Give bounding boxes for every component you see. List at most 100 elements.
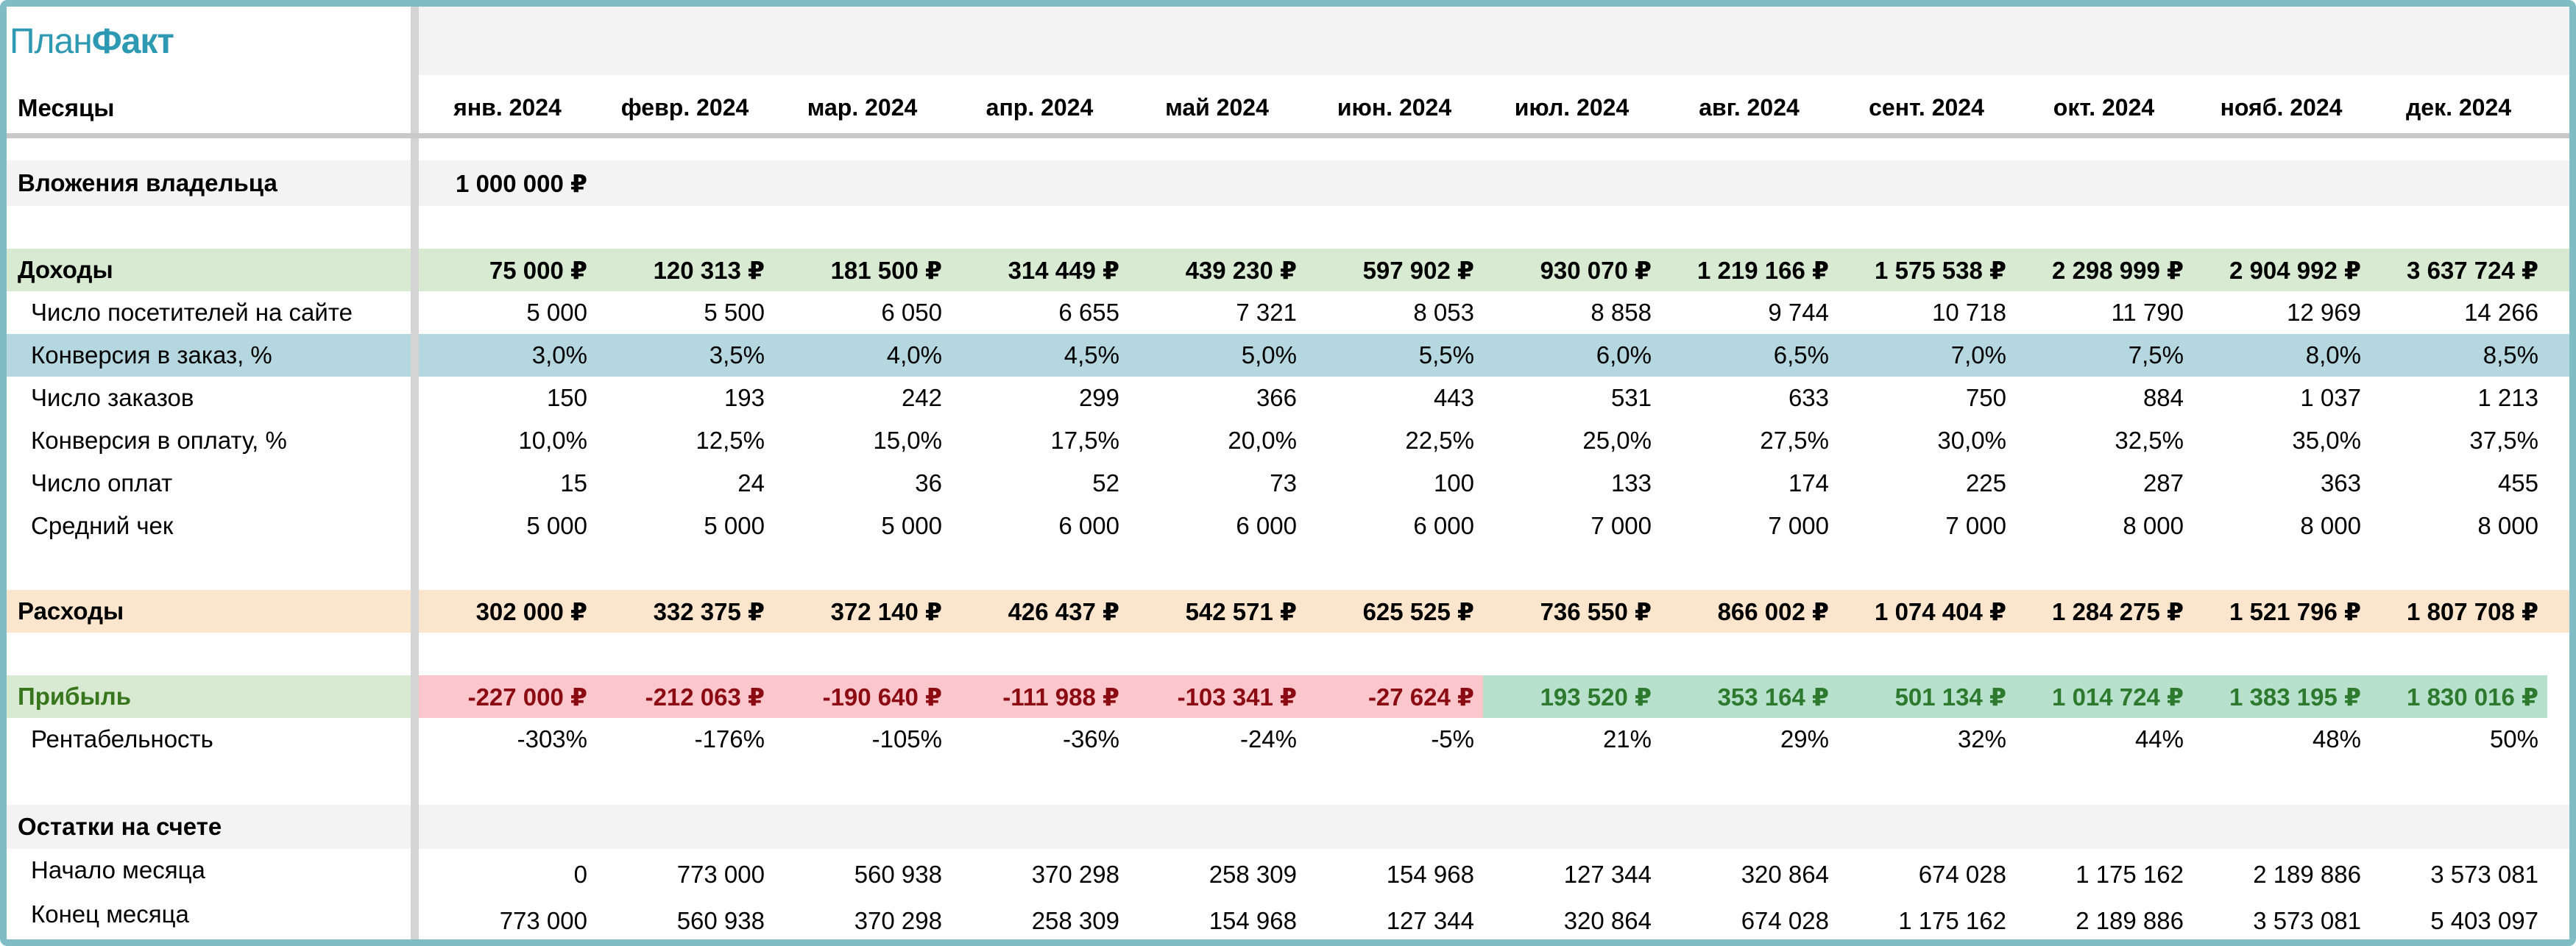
value-cell[interactable]: 8 053	[1413, 299, 1474, 326]
profit-value-cell[interactable]: -190 640 ₽	[774, 675, 951, 718]
value-cell[interactable]: 15,0%	[873, 427, 942, 454]
value-cell[interactable]: 4,0%	[886, 341, 942, 369]
value-cell[interactable]: 29%	[1780, 725, 1829, 753]
month-header[interactable]: июл. 2024	[1514, 94, 1630, 121]
value-cell[interactable]: 22,5%	[1405, 427, 1474, 454]
value-cell[interactable]: 3 573 081	[2430, 861, 2538, 888]
value-cell[interactable]: 1 037	[2300, 384, 2361, 411]
value-cell[interactable]: 44%	[2134, 725, 2184, 753]
value-cell[interactable]: 5 000	[526, 299, 587, 326]
value-cell[interactable]: 100	[1433, 469, 1474, 497]
value-cell[interactable]: 8 000	[2123, 512, 2184, 539]
profit-value-cell[interactable]: 1 830 016 ₽	[2370, 675, 2547, 718]
profit-value-cell[interactable]: -227 000 ₽	[419, 675, 596, 718]
value-cell[interactable]: -303%	[517, 725, 587, 753]
value-cell[interactable]: 370 298	[1031, 861, 1119, 888]
value-cell[interactable]: 181 500 ₽	[830, 256, 942, 284]
value-cell[interactable]: 12 969	[2287, 299, 2361, 326]
value-cell[interactable]: 8,0%	[2305, 341, 2361, 369]
value-cell[interactable]: 7,0%	[1950, 341, 2006, 369]
value-cell[interactable]: 7 000	[1945, 512, 2006, 539]
month-header[interactable]: апр. 2024	[986, 94, 1094, 121]
value-cell[interactable]: 6 655	[1058, 299, 1119, 326]
value-cell[interactable]: 302 000 ₽	[475, 597, 587, 625]
value-cell[interactable]: 6 000	[1058, 512, 1119, 539]
value-cell[interactable]: 73	[1270, 469, 1297, 497]
value-cell[interactable]: 443	[1433, 384, 1474, 411]
value-cell[interactable]: 674 028	[1741, 907, 1829, 934]
value-cell[interactable]: 25,0%	[1582, 427, 1652, 454]
month-header[interactable]: дек. 2024	[2405, 94, 2512, 121]
value-cell[interactable]: 30,0%	[1937, 427, 2006, 454]
value-cell[interactable]: 674 028	[1918, 861, 2006, 888]
value-cell[interactable]: 1 074 404 ₽	[1875, 597, 2006, 625]
value-cell[interactable]: 625 525 ₽	[1362, 597, 1474, 625]
month-header[interactable]: сент. 2024	[1869, 94, 1984, 121]
value-cell[interactable]: 773 000	[676, 861, 765, 888]
value-cell[interactable]: 736 550 ₽	[1540, 597, 1652, 625]
value-cell[interactable]: 242	[901, 384, 942, 411]
value-cell[interactable]: 2 189 886	[2253, 861, 2361, 888]
value-cell[interactable]: 426 437 ₽	[1008, 597, 1119, 625]
value-cell[interactable]: -24%	[1239, 725, 1297, 753]
value-cell[interactable]: 4,5%	[1064, 341, 1119, 369]
value-cell[interactable]: 37,5%	[2469, 427, 2538, 454]
value-cell[interactable]: -176%	[694, 725, 765, 753]
value-cell[interactable]: 2 298 999 ₽	[2052, 256, 2184, 284]
month-header[interactable]: нояб. 2024	[2220, 94, 2343, 121]
value-cell[interactable]: 1 284 275 ₽	[2052, 597, 2184, 625]
value-cell[interactable]: 12,5%	[696, 427, 765, 454]
value-cell[interactable]: 597 902 ₽	[1362, 256, 1474, 284]
value-cell[interactable]: 332 375 ₽	[653, 597, 765, 625]
value-cell[interactable]: 154 968	[1209, 907, 1297, 934]
value-cell[interactable]: 258 309	[1031, 907, 1119, 934]
value-cell[interactable]: 5 000	[526, 512, 587, 539]
profit-value-cell[interactable]: 193 520 ₽	[1483, 675, 1660, 718]
month-header[interactable]: июн. 2024	[1337, 94, 1452, 121]
value-cell[interactable]: 439 230 ₽	[1185, 256, 1297, 284]
profit-value-cell[interactable]: 1 383 195 ₽	[2193, 675, 2370, 718]
value-cell[interactable]: 1 219 166 ₽	[1697, 256, 1829, 284]
value-cell[interactable]: 6 000	[1413, 512, 1474, 539]
value-cell[interactable]: 32,5%	[2115, 427, 2184, 454]
value-cell[interactable]: 5 000	[704, 512, 765, 539]
value-cell[interactable]: 15	[560, 469, 587, 497]
value-cell[interactable]: 120 313 ₽	[653, 256, 765, 284]
profit-value-cell[interactable]: -212 063 ₽	[596, 675, 774, 718]
value-cell[interactable]: 299	[1078, 384, 1119, 411]
value-cell[interactable]: 370 298	[854, 907, 942, 934]
value-cell[interactable]: 7 000	[1768, 512, 1829, 539]
value-cell[interactable]: 1 175 162	[2076, 861, 2184, 888]
value-cell[interactable]: 11 790	[2111, 299, 2184, 326]
value-cell[interactable]: 35,0%	[2292, 427, 2361, 454]
profit-value-cell[interactable]: 353 164 ₽	[1660, 675, 1838, 718]
value-cell[interactable]: 127 344	[1386, 907, 1474, 934]
value-cell[interactable]: 3,5%	[709, 341, 765, 369]
value-cell[interactable]: 21%	[1602, 725, 1652, 753]
value-cell[interactable]: 531	[1610, 384, 1652, 411]
value-cell[interactable]: 27,5%	[1760, 427, 1829, 454]
value-cell[interactable]: 7 000	[1590, 512, 1652, 539]
value-cell[interactable]: 930 070 ₽	[1540, 256, 1652, 284]
value-cell[interactable]: 133	[1610, 469, 1652, 497]
value-cell[interactable]: 884	[2142, 384, 2184, 411]
value-cell[interactable]: 48%	[2312, 725, 2361, 753]
value-cell[interactable]: 24	[737, 469, 765, 497]
month-header[interactable]: янв. 2024	[453, 94, 562, 121]
value-cell[interactable]: -105%	[871, 725, 942, 753]
value-cell[interactable]: 3 637 724 ₽	[2407, 256, 2538, 284]
value-cell[interactable]: 150	[546, 384, 587, 411]
value-cell[interactable]: -5%	[1431, 725, 1474, 753]
value-cell[interactable]: 773 000	[499, 907, 587, 934]
value-cell[interactable]: 6 000	[1236, 512, 1297, 539]
value-cell[interactable]: 75 000 ₽	[489, 256, 587, 284]
value-cell[interactable]: 36	[915, 469, 942, 497]
value-cell[interactable]: 258 309	[1209, 861, 1297, 888]
value-cell[interactable]: 225	[1965, 469, 2006, 497]
value-cell[interactable]: 6,5%	[1773, 341, 1829, 369]
value-cell[interactable]: 8 000	[2300, 512, 2361, 539]
value-cell[interactable]: 1 175 162	[1898, 907, 2006, 934]
value-cell[interactable]: 6,0%	[1596, 341, 1652, 369]
month-header[interactable]: окт. 2024	[2053, 94, 2155, 121]
value-cell[interactable]: 8 000	[2477, 512, 2538, 539]
